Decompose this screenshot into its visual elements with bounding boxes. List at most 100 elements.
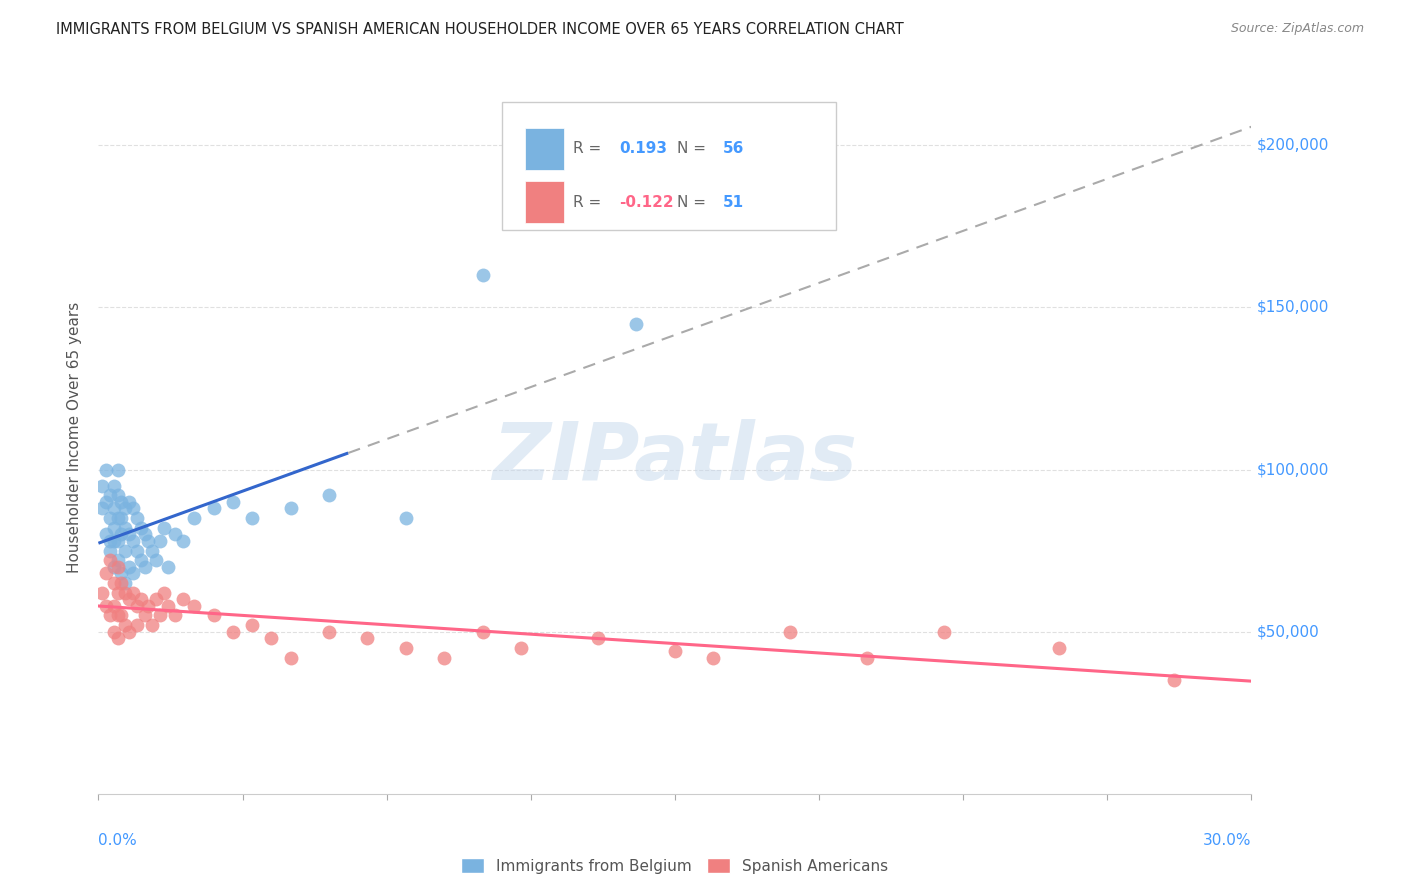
Point bbox=[156, 559, 179, 574]
Point bbox=[122, 501, 145, 516]
Point bbox=[471, 268, 494, 282]
Text: N =: N = bbox=[678, 141, 711, 156]
Point bbox=[107, 586, 129, 600]
Point bbox=[1047, 640, 1070, 655]
Text: $100,000: $100,000 bbox=[1257, 462, 1330, 477]
Point bbox=[110, 527, 132, 541]
Text: 0.193: 0.193 bbox=[620, 141, 668, 156]
Point bbox=[129, 553, 152, 567]
Point bbox=[165, 527, 187, 541]
Point bbox=[222, 624, 245, 639]
Text: -0.122: -0.122 bbox=[620, 195, 673, 210]
Point bbox=[779, 624, 801, 639]
Point bbox=[114, 576, 136, 591]
Point bbox=[129, 521, 152, 535]
Point bbox=[122, 566, 145, 581]
Point bbox=[702, 650, 724, 665]
Point bbox=[107, 511, 129, 525]
Point bbox=[471, 624, 494, 639]
Point bbox=[202, 608, 225, 623]
FancyBboxPatch shape bbox=[502, 102, 837, 230]
Point bbox=[91, 586, 114, 600]
Point bbox=[280, 501, 302, 516]
Point bbox=[356, 631, 378, 645]
Text: ZIPatlas: ZIPatlas bbox=[492, 419, 858, 498]
Point bbox=[856, 650, 879, 665]
Point bbox=[98, 533, 121, 548]
Point bbox=[114, 543, 136, 558]
Point bbox=[134, 559, 156, 574]
Point bbox=[98, 543, 121, 558]
Point bbox=[98, 608, 121, 623]
Point bbox=[91, 501, 114, 516]
Point bbox=[165, 608, 187, 623]
Point bbox=[125, 599, 148, 613]
Point bbox=[183, 511, 205, 525]
Point bbox=[98, 511, 121, 525]
Point bbox=[172, 592, 194, 607]
Point bbox=[152, 586, 174, 600]
Point bbox=[114, 521, 136, 535]
Point bbox=[110, 495, 132, 509]
Point bbox=[586, 631, 609, 645]
Point bbox=[183, 599, 205, 613]
Point bbox=[156, 599, 179, 613]
Point bbox=[318, 488, 340, 502]
Point bbox=[664, 644, 686, 658]
Point bbox=[318, 624, 340, 639]
Point bbox=[138, 599, 160, 613]
Point bbox=[510, 640, 533, 655]
Point bbox=[91, 479, 114, 493]
Point bbox=[125, 511, 148, 525]
Point bbox=[280, 650, 302, 665]
Point bbox=[134, 608, 156, 623]
Point bbox=[107, 631, 129, 645]
Point bbox=[114, 586, 136, 600]
Point bbox=[94, 495, 117, 509]
Point bbox=[141, 618, 163, 632]
Text: 0.0%: 0.0% bbox=[98, 833, 138, 848]
Point bbox=[122, 533, 145, 548]
Point bbox=[134, 527, 156, 541]
Point bbox=[94, 566, 117, 581]
Point bbox=[222, 495, 245, 509]
Point bbox=[118, 495, 141, 509]
Point bbox=[125, 543, 148, 558]
Point bbox=[122, 586, 145, 600]
Point bbox=[110, 511, 132, 525]
Point bbox=[141, 543, 163, 558]
Point bbox=[172, 533, 194, 548]
Point bbox=[94, 599, 117, 613]
Point bbox=[118, 624, 141, 639]
Point bbox=[110, 608, 132, 623]
Point bbox=[1163, 673, 1185, 688]
Point bbox=[107, 462, 129, 476]
Point bbox=[107, 559, 129, 574]
Text: Source: ZipAtlas.com: Source: ZipAtlas.com bbox=[1230, 22, 1364, 36]
Point bbox=[149, 608, 172, 623]
FancyBboxPatch shape bbox=[524, 128, 564, 169]
Text: $50,000: $50,000 bbox=[1257, 624, 1320, 640]
Text: IMMIGRANTS FROM BELGIUM VS SPANISH AMERICAN HOUSEHOLDER INCOME OVER 65 YEARS COR: IMMIGRANTS FROM BELGIUM VS SPANISH AMERI… bbox=[56, 22, 904, 37]
Point bbox=[118, 559, 141, 574]
Point bbox=[202, 501, 225, 516]
Point bbox=[107, 608, 129, 623]
Point bbox=[103, 501, 125, 516]
Point bbox=[103, 624, 125, 639]
Point bbox=[395, 640, 418, 655]
Point bbox=[107, 553, 129, 567]
Point bbox=[626, 317, 648, 331]
Point bbox=[114, 501, 136, 516]
Point bbox=[125, 618, 148, 632]
Point bbox=[103, 559, 125, 574]
Point bbox=[103, 576, 125, 591]
Point bbox=[129, 592, 152, 607]
Point bbox=[145, 592, 167, 607]
Point bbox=[98, 488, 121, 502]
Point bbox=[98, 553, 121, 567]
Text: R =: R = bbox=[574, 195, 606, 210]
Text: 51: 51 bbox=[723, 195, 744, 210]
Point bbox=[118, 592, 141, 607]
Point bbox=[107, 533, 129, 548]
Text: 30.0%: 30.0% bbox=[1204, 833, 1251, 848]
